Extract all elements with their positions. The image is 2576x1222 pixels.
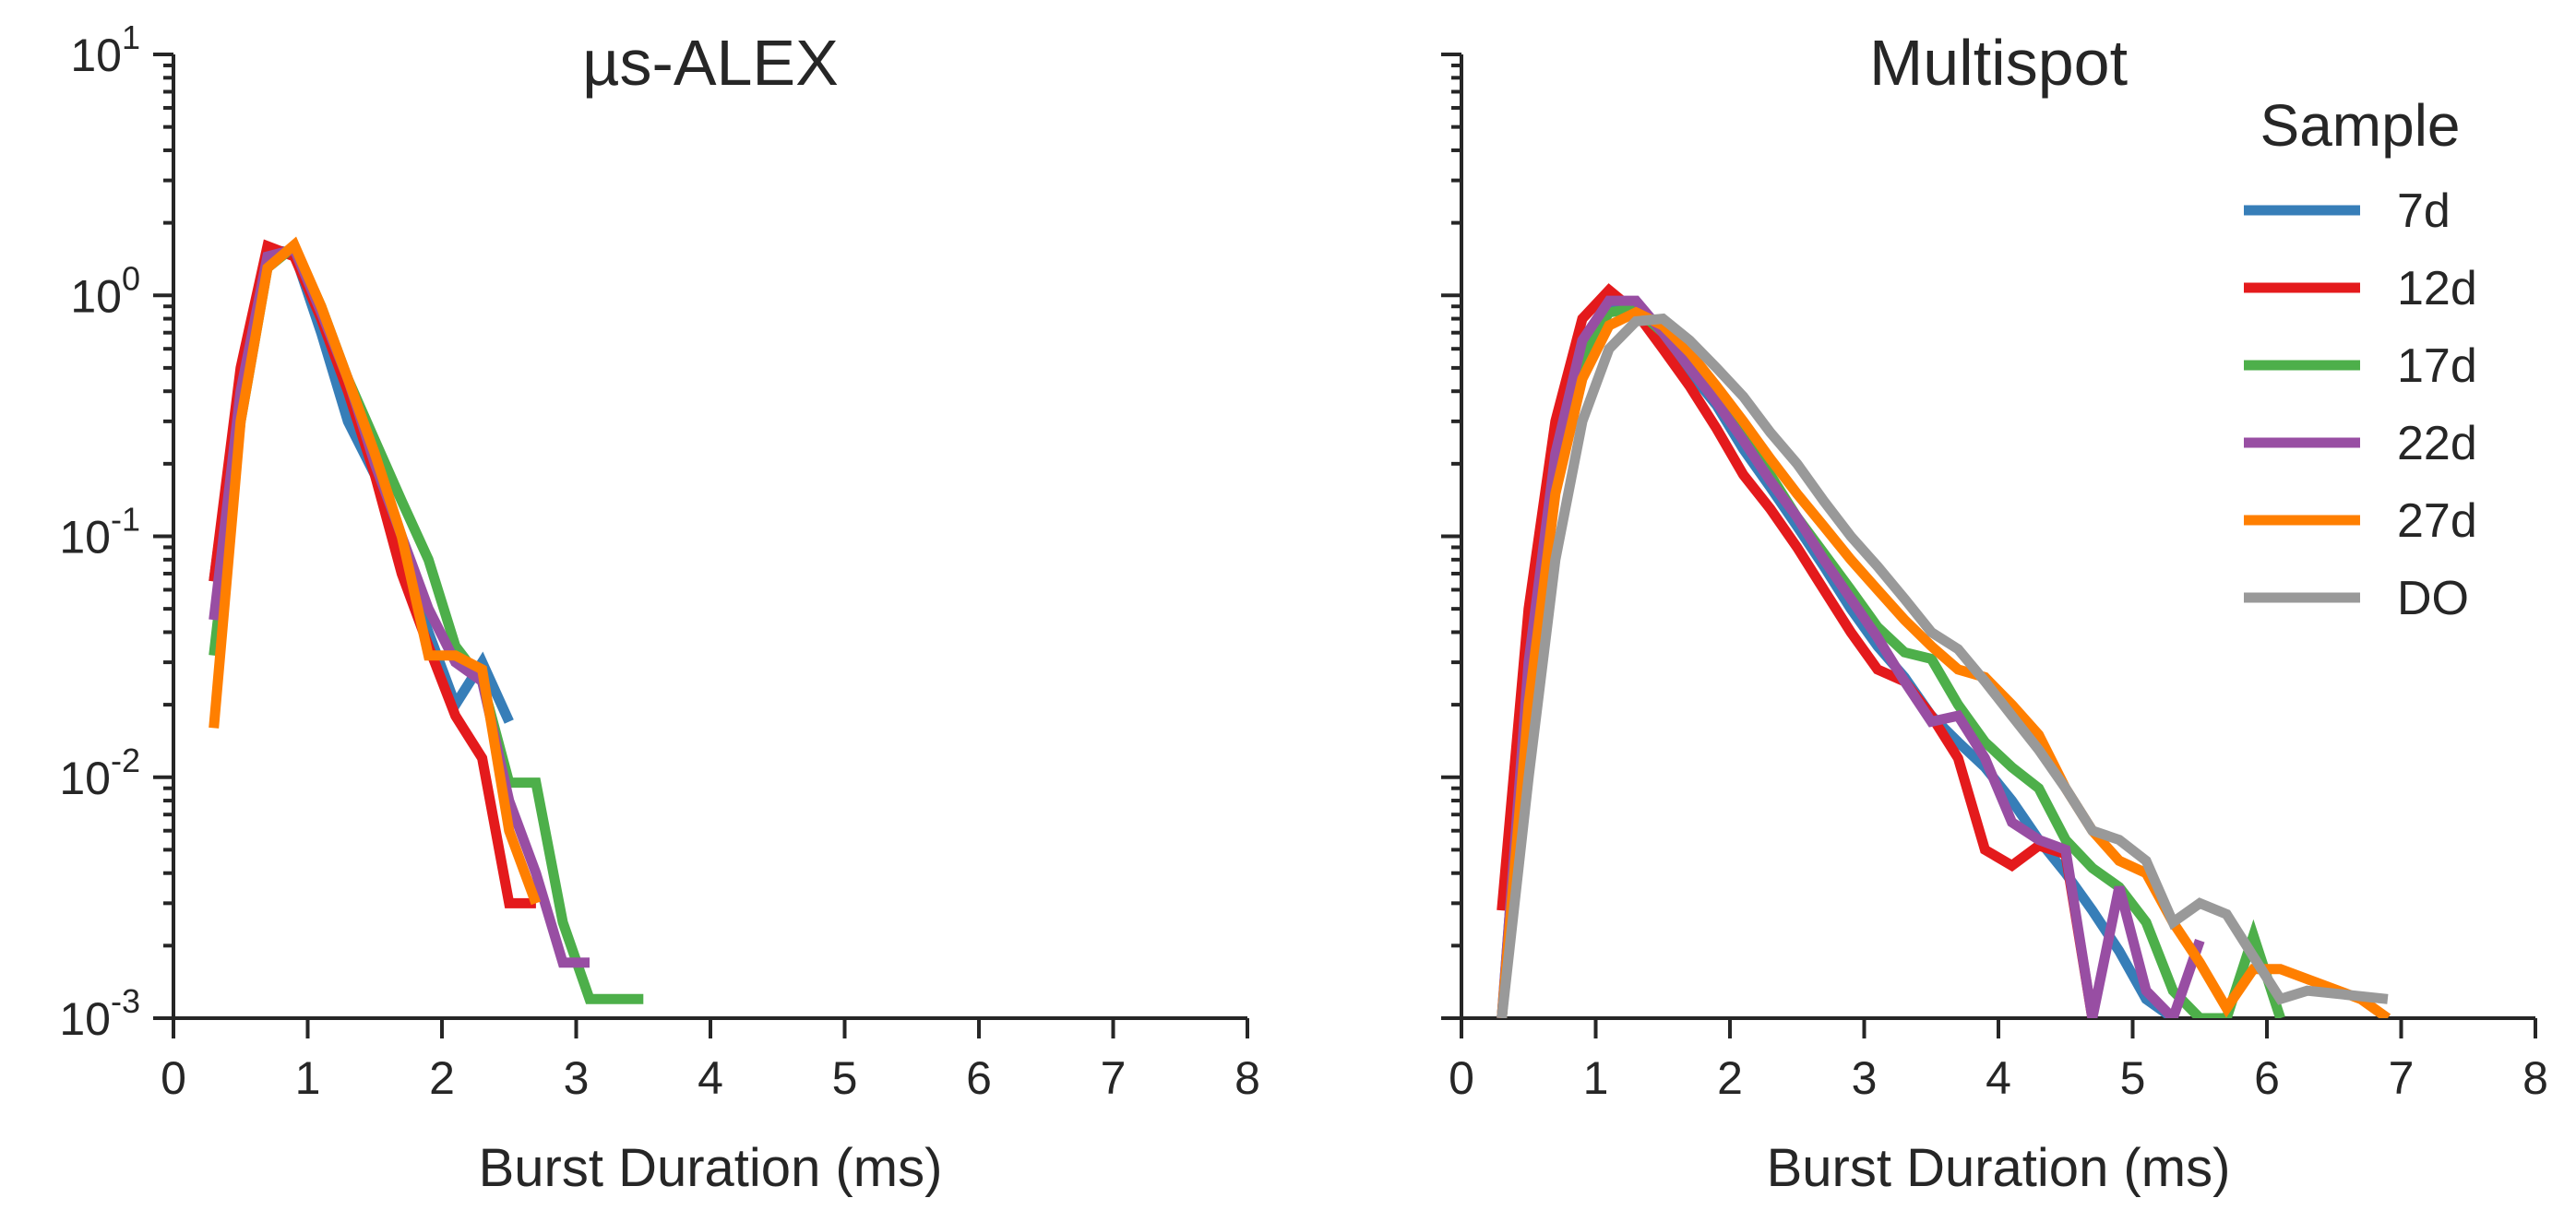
series-line-do xyxy=(1497,313,2389,1018)
series-line-22d xyxy=(1497,295,2205,1018)
legend-title: Sample xyxy=(2260,92,2461,159)
x-tick-label: 0 xyxy=(161,1052,186,1104)
legend-label-22d: 22d xyxy=(2397,417,2477,470)
panel-us-alex: 101 100 10-1 10-2 10-3 0 1 2 3 4 5 6 7 8 µs-ALEX Burst … xyxy=(59,18,1260,1198)
legend-label-12d: 12d xyxy=(2397,262,2477,315)
y-tick-label: 100 xyxy=(70,259,140,322)
series-group xyxy=(209,236,644,1004)
x-tick-label: 4 xyxy=(1986,1052,2011,1104)
legend-label-7d: 7d xyxy=(2397,184,2451,238)
y-tick-label: 101 xyxy=(70,18,140,81)
legend-label-17d: 17d xyxy=(2397,339,2477,393)
panel-multispot: 0 1 2 3 4 5 6 7 8 Multispot Burst Duration (ms) Sam… xyxy=(1441,27,2548,1198)
x-tick-label: 5 xyxy=(2120,1052,2146,1104)
x-tick-label: 1 xyxy=(1583,1052,1609,1104)
x-tick-label: 0 xyxy=(1449,1052,1474,1104)
legend-label-do: DO xyxy=(2397,572,2469,625)
series-line-5 xyxy=(209,236,542,906)
x-tick-label: 3 xyxy=(1852,1052,1878,1104)
x-tick-label: 4 xyxy=(698,1052,723,1104)
y-tick-label: 10-3 xyxy=(59,982,140,1045)
x-axis-label: Burst Duration (ms) xyxy=(1767,1138,2231,1198)
x-tick-label: 3 xyxy=(564,1052,590,1104)
chart-title: Multispot xyxy=(1869,27,2128,99)
legend-label-27d: 27d xyxy=(2397,494,2477,548)
x-tick-label: 7 xyxy=(1101,1052,1127,1104)
y-tick-label: 10-2 xyxy=(59,742,140,804)
series-line-4 xyxy=(209,243,590,968)
x-tick-label: 8 xyxy=(2522,1052,2548,1104)
x-tick-label: 1 xyxy=(295,1052,321,1104)
x-tick-label: 2 xyxy=(1717,1052,1743,1104)
x-tick-label: 7 xyxy=(2389,1052,2415,1104)
series-line-2 xyxy=(209,239,536,908)
x-axis-label: Burst Duration (ms) xyxy=(479,1138,943,1198)
series-line-12d xyxy=(1497,283,2098,1018)
x-tick-label: 6 xyxy=(2254,1052,2280,1104)
series-line-27d xyxy=(1497,306,2391,1018)
x-tick-label: 2 xyxy=(429,1052,455,1104)
legend: Sample 7d 12d 17d 22d 27d DO xyxy=(2244,92,2477,625)
y-tick-label: 10-1 xyxy=(59,501,140,564)
x-tick-label: 8 xyxy=(1234,1052,1260,1104)
x-tick-label: 6 xyxy=(966,1052,992,1104)
x-tick-label: 5 xyxy=(832,1052,858,1104)
series-group xyxy=(1497,283,2391,1018)
chart-title: µs-ALEX xyxy=(582,27,839,99)
